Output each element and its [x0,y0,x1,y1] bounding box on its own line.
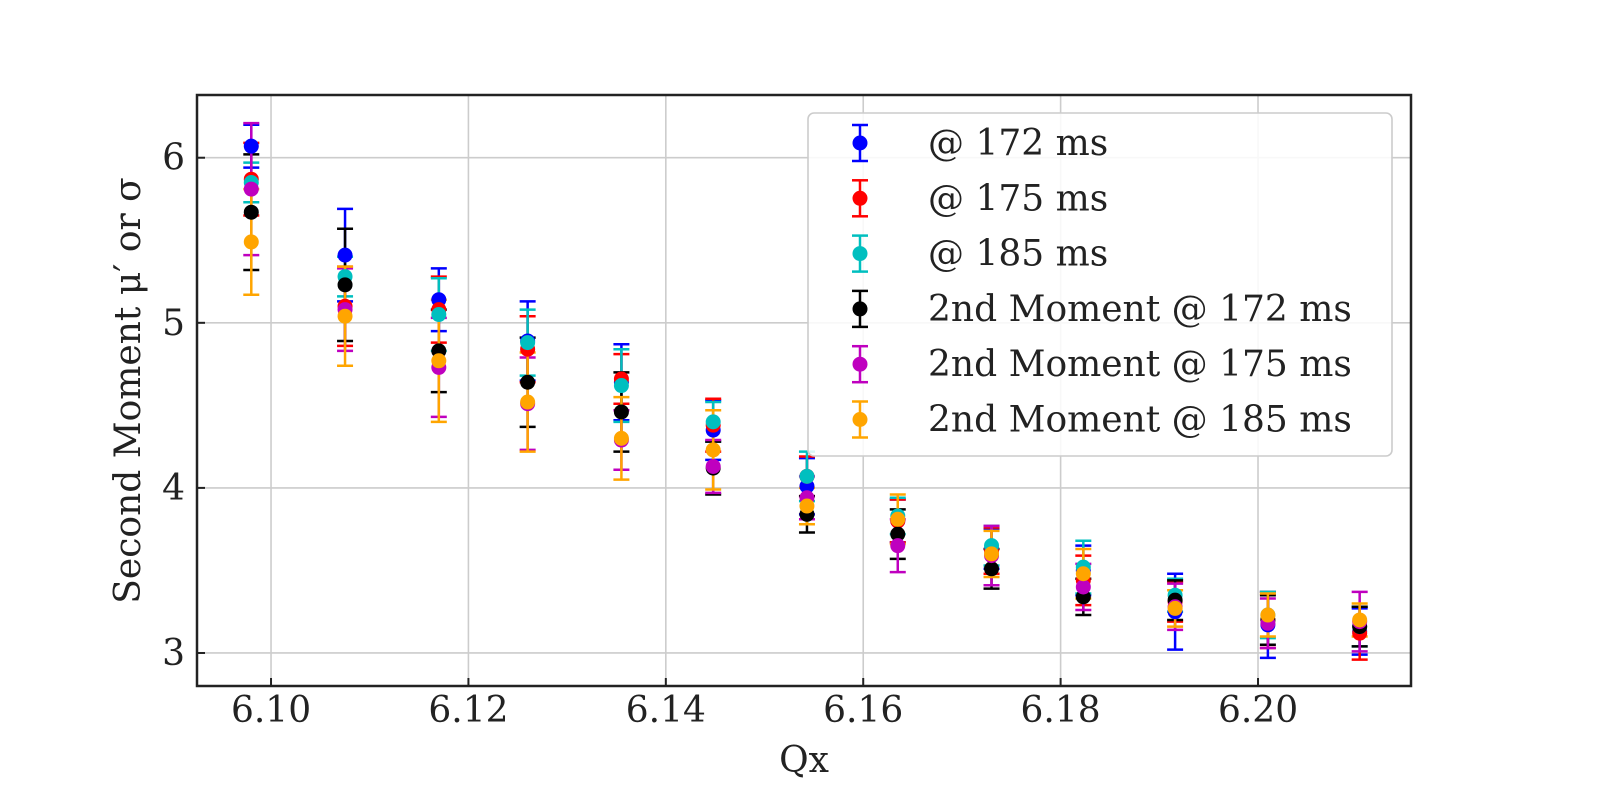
data-point [1167,600,1183,616]
data-point [337,277,353,293]
data-point [431,307,447,323]
legend-marker [852,412,868,427]
legend-label: @ 185 ms [928,234,1108,275]
data-point [984,561,1000,577]
y-tick-label: 5 [162,303,185,344]
x-axis-label: Qx [779,740,829,781]
data-point [520,374,536,390]
legend-box [807,112,1393,457]
data-point [1075,579,1091,595]
data-point [520,394,536,410]
data-point [613,404,629,420]
data-point [890,511,906,527]
data-point [984,546,1000,562]
data-point [890,526,906,542]
x-tick-label: 6.20 [1218,690,1298,731]
data-point [705,442,721,458]
x-tick-label: 6.14 [626,690,706,731]
plot-frame [195,93,1413,688]
data-point [1260,607,1276,623]
data-point [890,538,906,554]
legend-marker [852,190,868,206]
data-point [243,234,259,250]
x-tick-label: 6.18 [1021,690,1101,731]
legend-marker [852,246,868,262]
data-point [243,204,259,220]
x-tick-label: 6.16 [823,690,903,731]
legend: @ 172 ms @ 175 ms @ 185 ms 2nd Moment @ 172… [807,112,1393,457]
y-tick-label: 6 [162,138,185,179]
y-tick-label: 3 [162,633,185,674]
data-point [520,335,536,351]
y-axis-label: Second Moment μ′ or σ [108,177,149,603]
data-point [799,498,815,514]
data-point [337,308,353,324]
legend-marker [852,356,868,372]
axis-ticks: 6.10 6.12 6.14 6.16 6.18 6.20 3 4 5 6 [162,138,1298,731]
legend-marker [852,135,868,151]
data-point [1075,566,1091,582]
data-point [243,181,259,197]
data-point [705,414,721,430]
x-tick-label: 6.12 [428,690,508,731]
data-points [243,138,1368,641]
data-point [337,247,353,263]
legend-label: 2nd Moment @ 175 ms [928,344,1352,385]
legend-label: 2nd Moment @ 172 ms [928,289,1352,330]
data-point [1352,612,1368,628]
legend-label: 2nd Moment @ 185 ms [928,400,1352,441]
data-point [243,138,259,154]
y-tick-label: 4 [162,468,185,509]
x-tick-label: 6.10 [231,690,311,731]
data-point [613,430,629,446]
data-point [431,353,447,369]
data-point [705,458,721,474]
legend-label: @ 172 ms [928,123,1108,164]
data-point [613,378,629,394]
legend-label: @ 175 ms [928,178,1108,219]
legend-marker [852,301,868,317]
data-point [799,468,815,484]
